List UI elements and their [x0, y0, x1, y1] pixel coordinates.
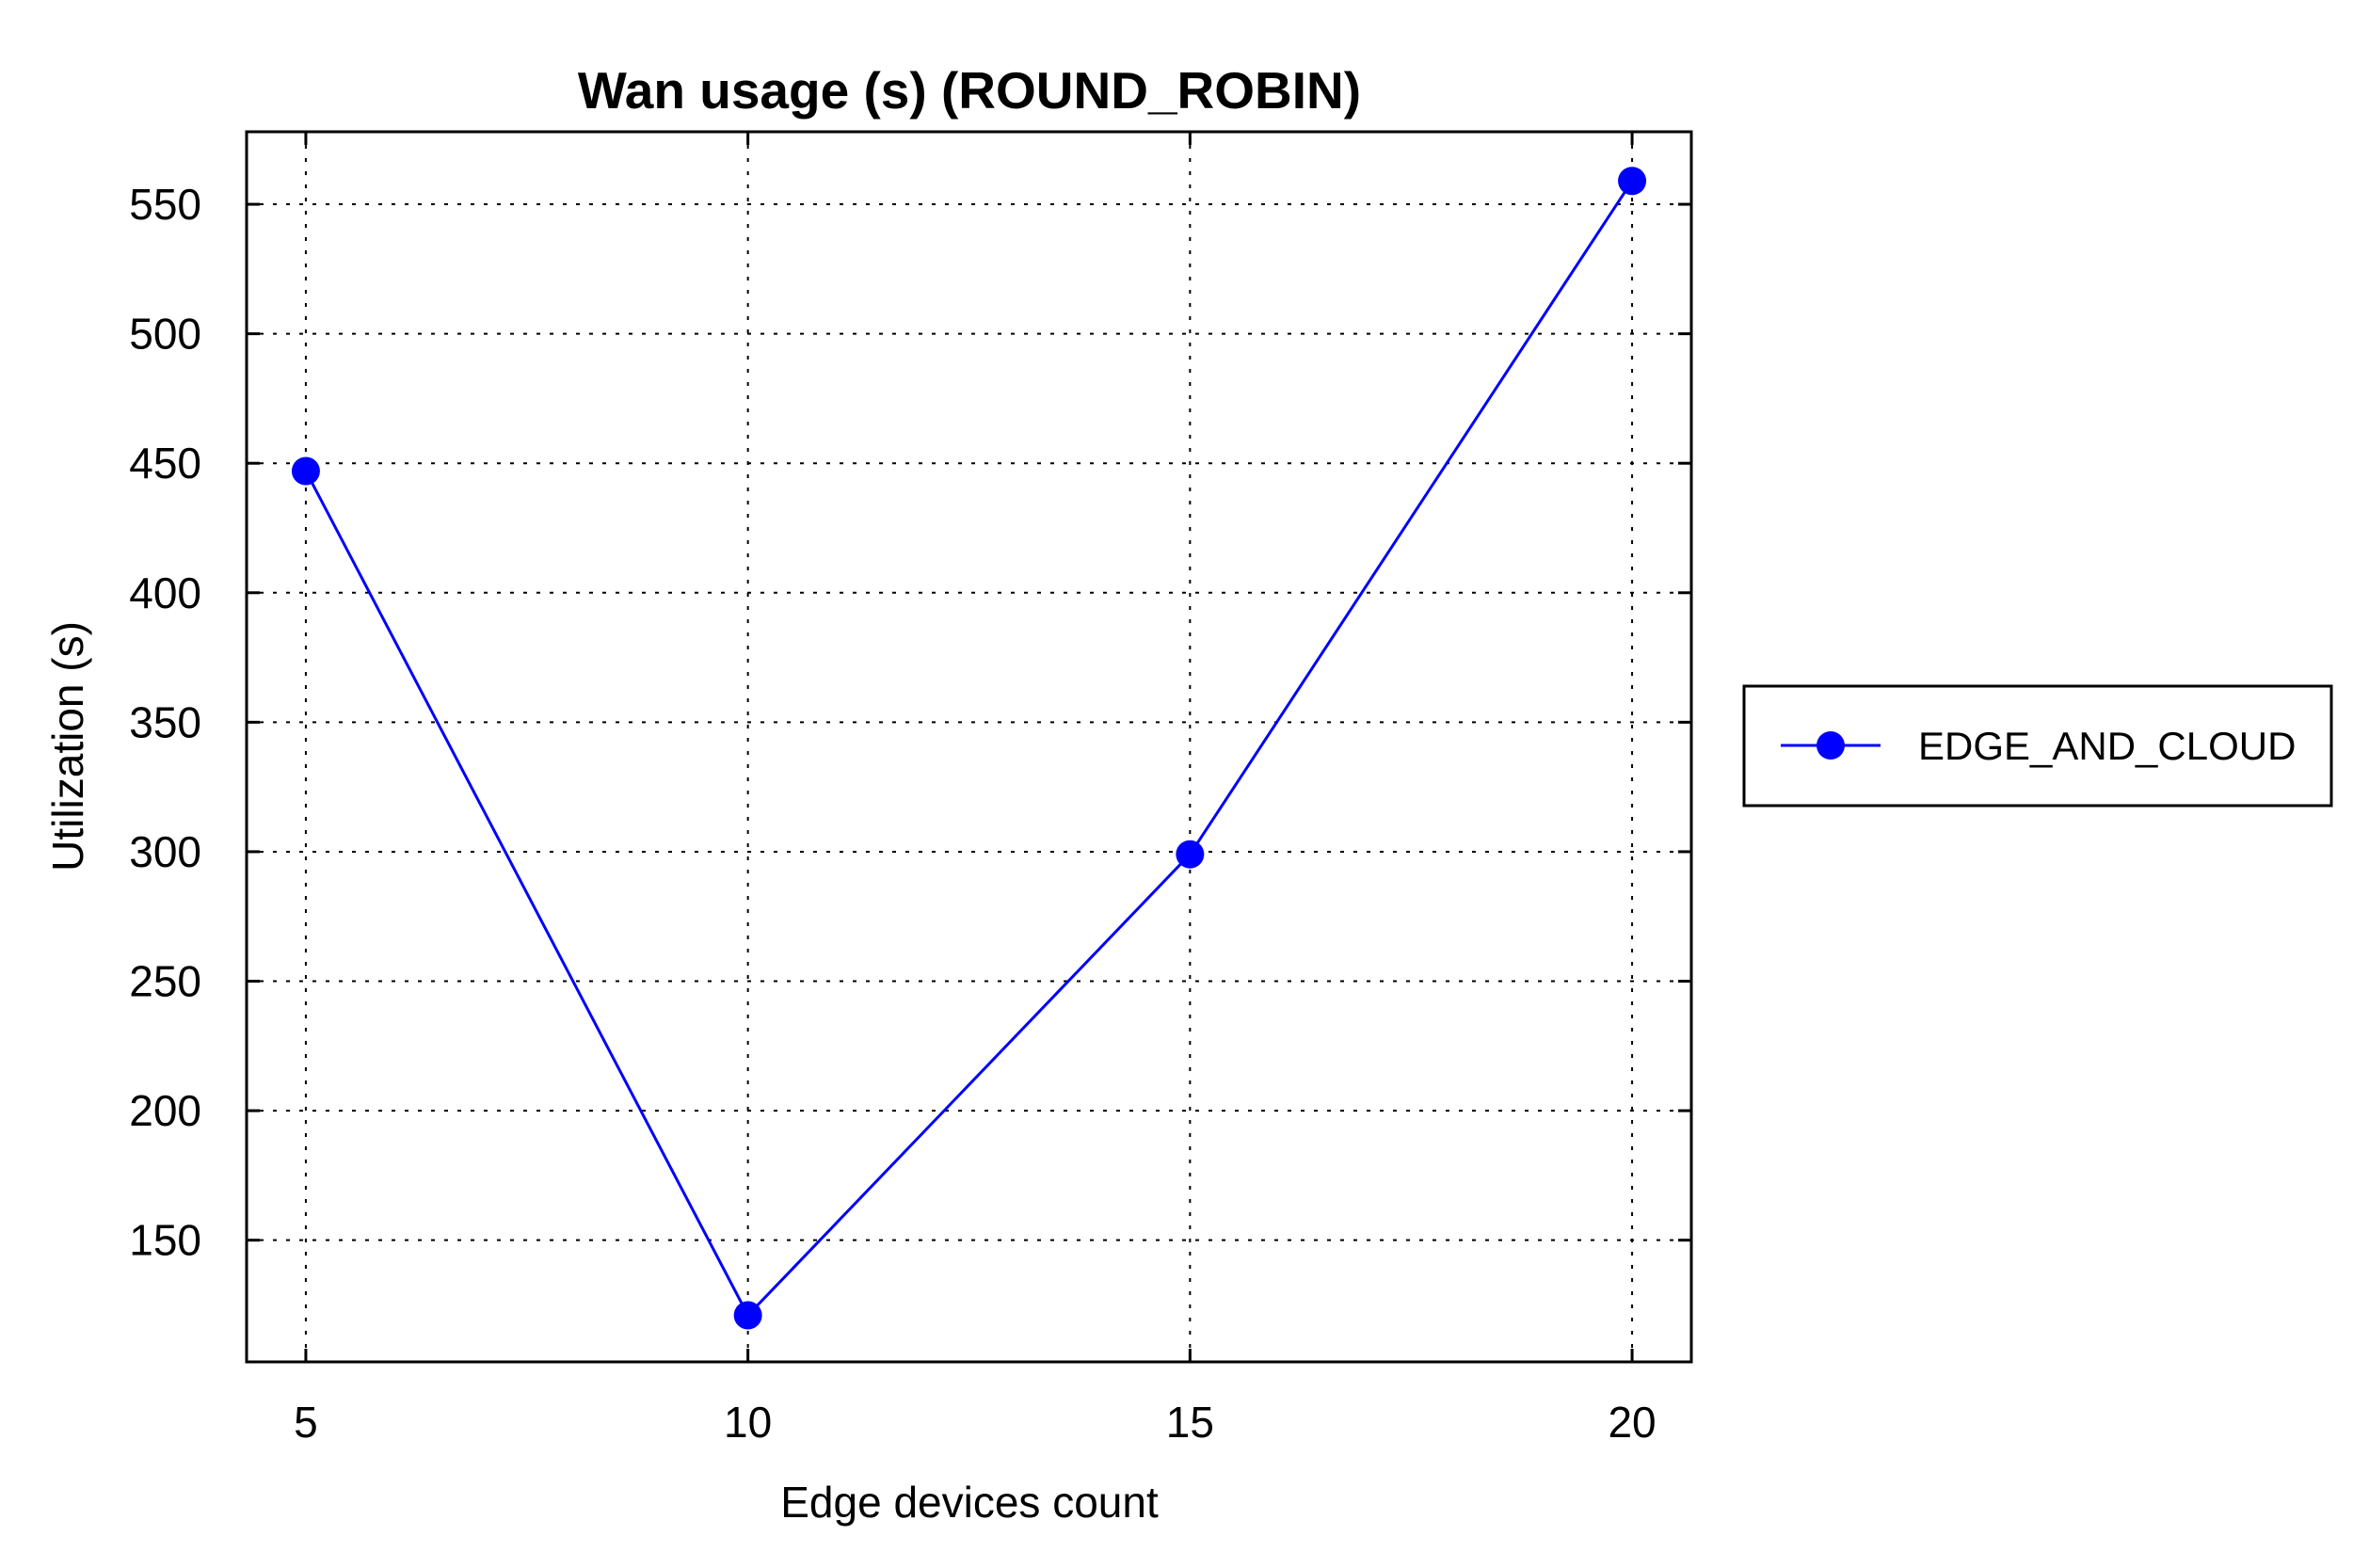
y-tick-label: 550	[129, 180, 201, 229]
y-tick-label: 350	[129, 697, 201, 746]
legend-label: EDGE_AND_CLOUD	[1918, 724, 2296, 768]
y-tick-label: 250	[129, 957, 201, 1006]
chart-title: Wan usage (s) (ROUND_ROBIN)	[578, 61, 1361, 120]
y-tick-label: 400	[129, 568, 201, 617]
series-layer	[291, 167, 1647, 1330]
data-point	[1176, 840, 1205, 869]
legend-marker	[1817, 731, 1845, 760]
grid	[247, 132, 1691, 1362]
x-axis-label: Edge devices count	[780, 1478, 1159, 1527]
x-tick-label: 10	[724, 1398, 772, 1447]
y-tick-label: 300	[129, 827, 201, 876]
x-tick-label: 5	[294, 1398, 318, 1447]
y-tick-label: 450	[129, 439, 201, 488]
data-point	[1618, 167, 1647, 196]
y-axis-label: Utilization (s)	[43, 621, 92, 872]
y-tick-label: 200	[129, 1086, 201, 1135]
x-tick-label: 20	[1608, 1398, 1656, 1447]
legend: EDGE_AND_CLOUD	[1742, 684, 2333, 808]
y-tick-label: 500	[129, 310, 201, 359]
plot-frame	[245, 130, 1693, 1364]
x-tick-label: 15	[1166, 1398, 1214, 1447]
data-point	[291, 456, 320, 486]
series-line	[304, 180, 1634, 1319]
data-point	[733, 1301, 762, 1330]
axis-ticks: 5 10 15 20 150 200 250 300 350 400 450 500 550	[129, 132, 1691, 1447]
y-tick-label: 150	[129, 1216, 201, 1265]
